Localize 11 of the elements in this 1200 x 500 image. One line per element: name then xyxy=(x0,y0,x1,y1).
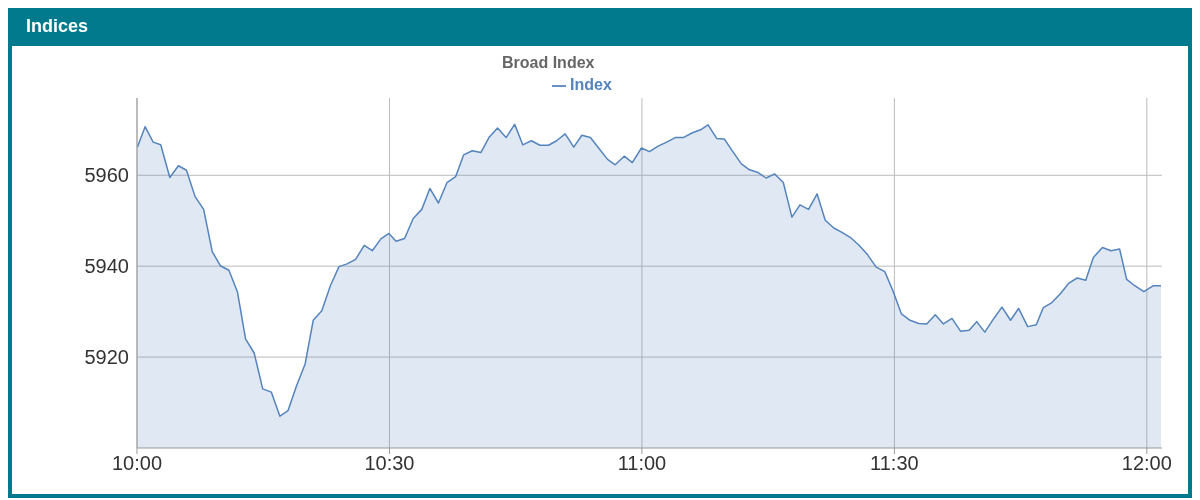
y-tick-label: 5920 xyxy=(84,346,129,369)
x-tick-label: 11:00 xyxy=(617,452,667,475)
x-tick-label: 10:30 xyxy=(364,452,415,475)
legend-label: Index xyxy=(570,76,612,93)
x-tick-label: 12:00 xyxy=(1121,452,1172,475)
x-tick-label: 10:00 xyxy=(111,452,163,475)
x-tick-label: 11:30 xyxy=(870,452,919,475)
chart-subtitle: Broad Index xyxy=(502,54,595,72)
y-tick-label: 5960 xyxy=(84,164,129,187)
chart-title: Indices xyxy=(12,8,1188,46)
y-tick-label: 5940 xyxy=(84,255,129,278)
